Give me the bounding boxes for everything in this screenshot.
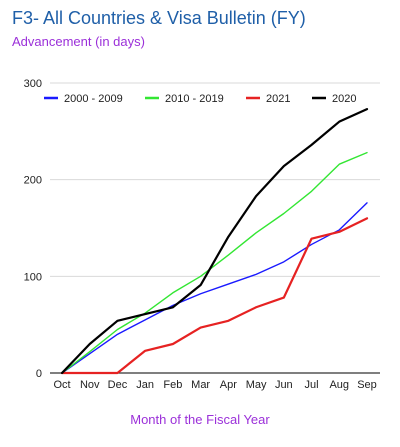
y-tick-label: 300 — [24, 78, 42, 90]
series-lines — [60, 107, 369, 375]
gridlines — [50, 82, 380, 374]
series-line-0 — [61, 202, 368, 374]
x-tick-label: Jul — [305, 379, 319, 391]
x-tick-label: May — [246, 379, 267, 391]
x-tick-label: Jun — [275, 379, 293, 391]
y-tick-label: 100 — [24, 271, 42, 283]
series-line-2 — [60, 217, 369, 375]
legend-label: 2000 - 2009 — [64, 93, 123, 105]
chart-title: F3- All Countries & Visa Bulletin (FY) — [12, 8, 306, 28]
x-tick-label: Sep — [357, 379, 377, 391]
x-tick-label: Feb — [163, 379, 182, 391]
series-line-3 — [60, 107, 369, 375]
x-ticks: Oct Nov Dec Jan Feb Mar Apr May Jun Jul Aug Sep — [53, 379, 376, 391]
legend-label: 2010 - 2019 — [165, 93, 224, 105]
legend-label: 2021 — [266, 93, 290, 105]
legend: 2000 - 2009 2010 - 2019 2021 2020 — [44, 93, 356, 105]
y-tick-label: 200 — [24, 175, 42, 187]
y-axis-label: Advancement (in days) — [12, 34, 145, 49]
x-tick-label: Dec — [108, 379, 128, 391]
x-tick-label: Mar — [191, 379, 210, 391]
x-tick-label: Apr — [220, 379, 237, 391]
legend-label: 2020 — [332, 93, 356, 105]
x-tick-label: Nov — [80, 379, 100, 391]
x-axis-label: Month of the Fiscal Year — [130, 412, 270, 427]
x-tick-label: Aug — [329, 379, 349, 391]
y-ticks: 0 100 200 300 — [24, 78, 42, 380]
series-line-1 — [61, 151, 368, 374]
x-tick-label: Jan — [136, 379, 154, 391]
x-tick-label: Oct — [53, 379, 70, 391]
y-tick-label: 0 — [36, 368, 42, 380]
